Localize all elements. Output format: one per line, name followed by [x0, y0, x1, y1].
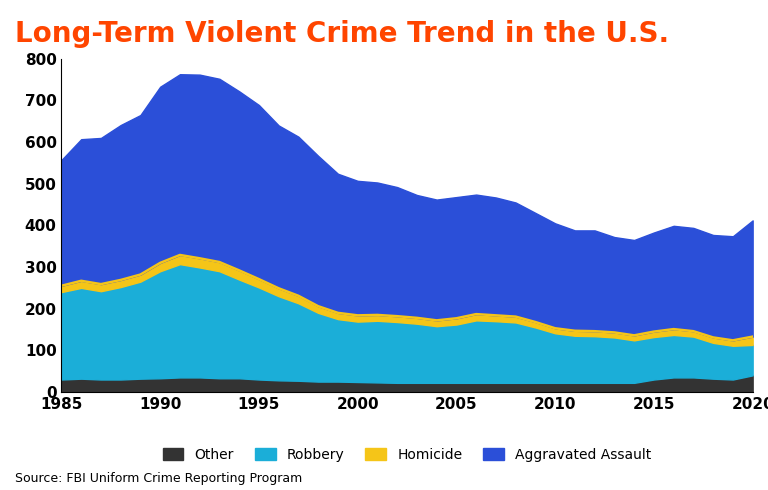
Text: Source: FBI Uniform Crime Reporting Program: Source: FBI Uniform Crime Reporting Prog… [15, 472, 303, 485]
Legend: Other, Robbery, Homicide, Aggravated Assault: Other, Robbery, Homicide, Aggravated Ass… [157, 442, 657, 467]
Text: Long-Term Violent Crime Trend in the U.S.: Long-Term Violent Crime Trend in the U.S… [15, 20, 670, 48]
